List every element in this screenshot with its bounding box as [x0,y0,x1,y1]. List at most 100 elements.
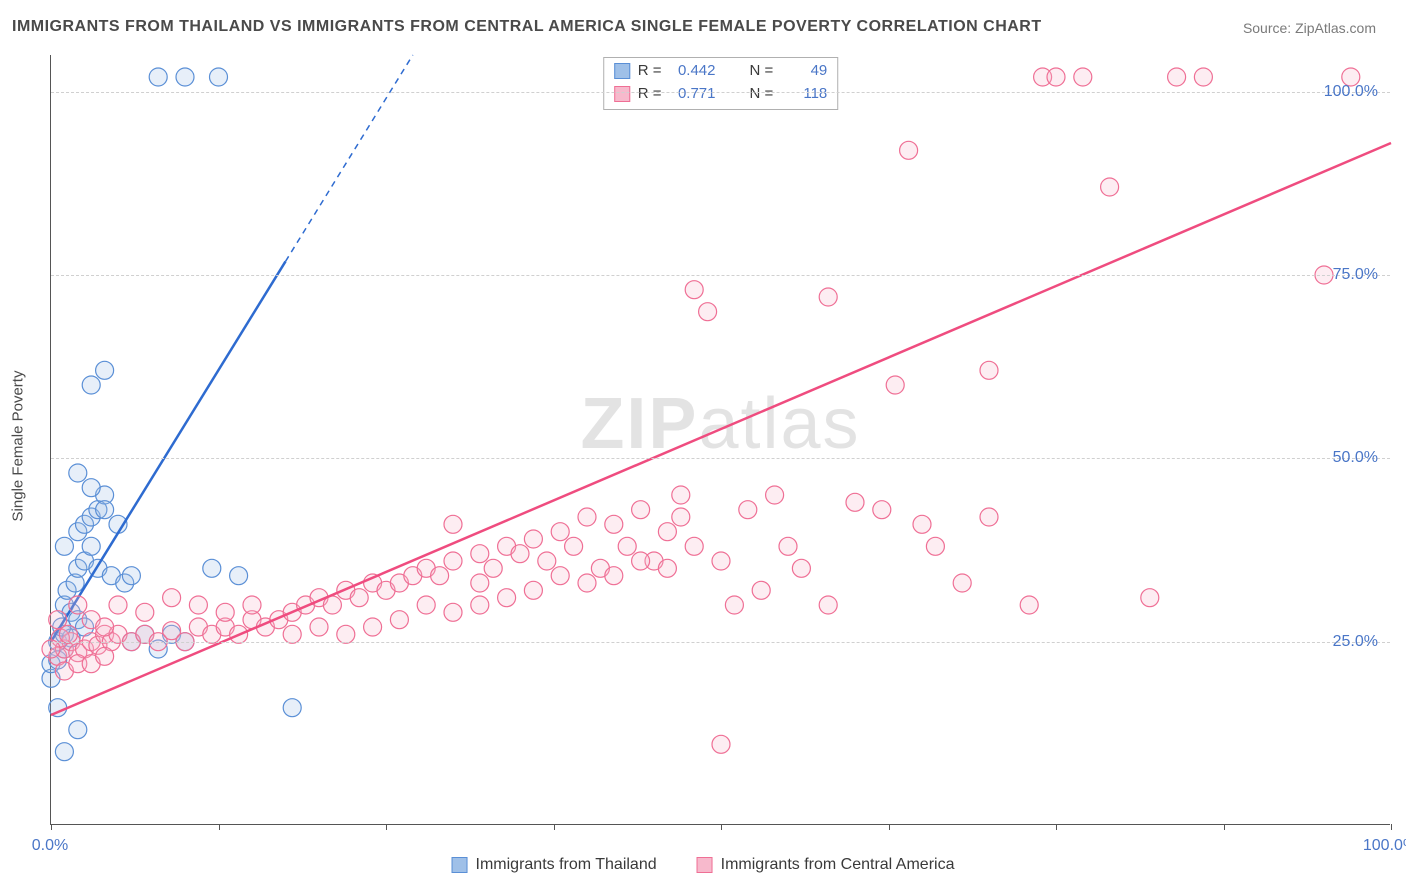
scatter-point-central_america [632,501,650,519]
scatter-point-central_america [980,361,998,379]
scatter-point-central_america [390,611,408,629]
source-prefix: Source: [1243,20,1295,36]
scatter-point-central_america [632,552,650,570]
source-name: ZipAtlas.com [1295,20,1376,36]
scatter-point-central_america [1168,68,1186,86]
trendline-dashed-thailand [286,55,413,261]
scatter-point-central_america [1047,68,1065,86]
scatter-point-thailand [69,464,87,482]
stats-swatch [614,63,630,79]
stats-n-value: 49 [781,60,827,83]
stats-n-value: 118 [781,83,827,106]
stats-row-central_america: R =0.771N =118 [614,83,828,106]
scatter-point-central_america [672,508,690,526]
scatter-point-thailand [210,68,228,86]
x-tick [1391,824,1392,830]
scatter-point-central_america [699,303,717,321]
gridline-h [51,458,1390,459]
scatter-point-central_america [444,603,462,621]
scatter-point-central_america [484,559,502,577]
scatter-point-central_america [498,589,516,607]
scatter-point-central_america [752,581,770,599]
y-axis-label: Single Female Poverty [10,371,27,522]
legend-label: Immigrants from Central America [721,856,955,874]
scatter-point-thailand [55,537,73,555]
chart-title: IMMIGRANTS FROM THAILAND VS IMMIGRANTS F… [12,18,1042,36]
stats-box: R =0.442N =49R =0.771N =118 [603,57,839,110]
y-tick-label: 100.0% [1324,83,1378,101]
legend-label: Immigrants from Thailand [476,856,657,874]
x-tick [386,824,387,830]
scatter-point-thailand [203,559,221,577]
scatter-point-central_america [350,589,368,607]
scatter-point-central_america [900,141,918,159]
scatter-point-central_america [980,508,998,526]
stats-n-label: N = [750,83,774,106]
scatter-point-central_america [538,552,556,570]
x-tick [51,824,52,830]
plot-area: ZIPatlas R =0.442N =49R =0.771N =118 25.… [50,55,1390,825]
scatter-point-central_america [685,281,703,299]
scatter-point-thailand [82,479,100,497]
legend-swatch [452,857,468,873]
scatter-point-central_america [524,530,542,548]
scatter-point-central_america [337,625,355,643]
scatter-point-central_america [136,603,154,621]
scatter-point-central_america [364,618,382,636]
scatter-point-central_america [96,618,114,636]
scatter-point-central_america [578,574,596,592]
scatter-point-central_america [953,574,971,592]
x-tick [554,824,555,830]
scatter-point-central_america [551,523,569,541]
scatter-point-central_america [618,537,636,555]
scatter-point-central_america [1141,589,1159,607]
scatter-point-thailand [69,721,87,739]
scatter-point-central_america [913,515,931,533]
scatter-point-central_america [873,501,891,519]
scatter-point-central_america [444,552,462,570]
scatter-point-central_america [189,596,207,614]
legend-swatch [697,857,713,873]
y-tick-label: 25.0% [1333,633,1378,651]
gridline-h [51,275,1390,276]
scatter-point-thailand [176,68,194,86]
stats-row-thailand: R =0.442N =49 [614,60,828,83]
scatter-point-central_america [444,515,462,533]
scatter-point-thailand [82,376,100,394]
scatter-point-central_america [551,567,569,585]
scatter-point-thailand [96,361,114,379]
scatter-point-central_america [283,625,301,643]
scatter-point-central_america [1101,178,1119,196]
scatter-point-central_america [605,567,623,585]
stats-swatch [614,86,630,102]
scatter-point-thailand [122,567,140,585]
trendline-thailand [51,261,286,641]
scatter-point-central_america [1020,596,1038,614]
scatter-point-central_america [658,559,676,577]
scatter-point-central_america [672,486,690,504]
scatter-point-thailand [149,68,167,86]
x-tick [1056,824,1057,830]
legend-item-central_america: Immigrants from Central America [697,856,955,874]
scatter-point-central_america [658,523,676,541]
scatter-point-central_america [819,596,837,614]
x-tick [889,824,890,830]
scatter-point-central_america [216,603,234,621]
scatter-point-central_america [417,596,435,614]
x-tick [1224,824,1225,830]
scatter-point-thailand [82,537,100,555]
scatter-point-central_america [471,596,489,614]
scatter-point-central_america [524,581,542,599]
scatter-point-central_america [109,596,127,614]
scatter-point-central_america [685,537,703,555]
scatter-point-central_america [69,596,87,614]
legend-item-thailand: Immigrants from Thailand [452,856,657,874]
stats-r-label: R = [638,83,662,106]
scatter-point-central_america [511,545,529,563]
trendline-central_america [51,143,1391,715]
scatter-point-central_america [712,552,730,570]
source-attribution: Source: ZipAtlas.com [1243,20,1376,36]
stats-r-label: R = [638,60,662,83]
scatter-point-central_america [1074,68,1092,86]
scatter-point-central_america [1194,68,1212,86]
